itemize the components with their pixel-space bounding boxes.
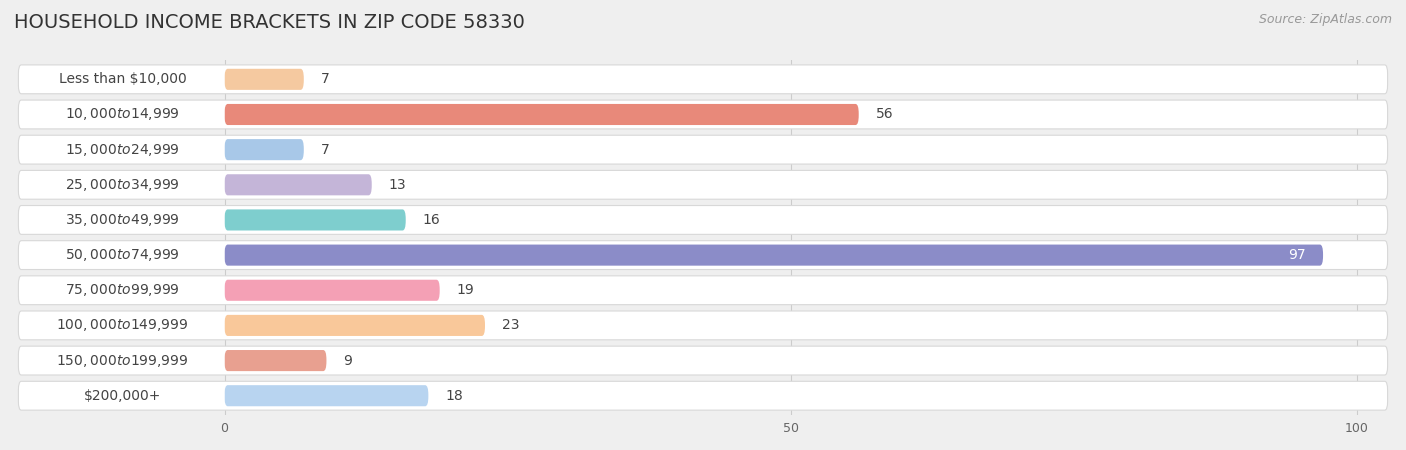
FancyBboxPatch shape: [21, 174, 225, 195]
FancyBboxPatch shape: [18, 241, 1388, 270]
Text: HOUSEHOLD INCOME BRACKETS IN ZIP CODE 58330: HOUSEHOLD INCOME BRACKETS IN ZIP CODE 58…: [14, 14, 524, 32]
Text: $50,000 to $74,999: $50,000 to $74,999: [65, 247, 180, 263]
Text: $35,000 to $49,999: $35,000 to $49,999: [65, 212, 180, 228]
Text: 9: 9: [343, 354, 353, 368]
FancyBboxPatch shape: [225, 69, 304, 90]
FancyBboxPatch shape: [225, 174, 371, 195]
FancyBboxPatch shape: [18, 381, 1388, 410]
Text: 7: 7: [321, 143, 329, 157]
FancyBboxPatch shape: [21, 315, 225, 336]
Text: 97: 97: [1288, 248, 1306, 262]
Text: 7: 7: [321, 72, 329, 86]
FancyBboxPatch shape: [21, 350, 225, 371]
FancyBboxPatch shape: [18, 100, 1388, 129]
Text: $15,000 to $24,999: $15,000 to $24,999: [65, 142, 180, 158]
Text: $10,000 to $14,999: $10,000 to $14,999: [65, 107, 180, 122]
FancyBboxPatch shape: [18, 311, 1388, 340]
FancyBboxPatch shape: [18, 346, 1388, 375]
Text: $150,000 to $199,999: $150,000 to $199,999: [56, 352, 188, 369]
FancyBboxPatch shape: [21, 104, 225, 125]
FancyBboxPatch shape: [225, 315, 485, 336]
Text: $100,000 to $149,999: $100,000 to $149,999: [56, 317, 188, 333]
Text: 16: 16: [423, 213, 440, 227]
FancyBboxPatch shape: [21, 209, 225, 230]
Text: 19: 19: [457, 283, 474, 297]
FancyBboxPatch shape: [225, 104, 859, 125]
Text: 56: 56: [876, 108, 893, 122]
FancyBboxPatch shape: [225, 385, 429, 406]
FancyBboxPatch shape: [21, 69, 225, 90]
FancyBboxPatch shape: [225, 280, 440, 301]
FancyBboxPatch shape: [18, 135, 1388, 164]
Text: 23: 23: [502, 319, 519, 333]
FancyBboxPatch shape: [21, 280, 225, 301]
FancyBboxPatch shape: [225, 350, 326, 371]
FancyBboxPatch shape: [21, 139, 225, 160]
Text: $75,000 to $99,999: $75,000 to $99,999: [65, 282, 180, 298]
FancyBboxPatch shape: [18, 65, 1388, 94]
FancyBboxPatch shape: [18, 171, 1388, 199]
Text: $200,000+: $200,000+: [84, 389, 162, 403]
Text: 18: 18: [446, 389, 463, 403]
FancyBboxPatch shape: [225, 139, 304, 160]
FancyBboxPatch shape: [21, 385, 225, 406]
FancyBboxPatch shape: [21, 244, 225, 266]
Text: 13: 13: [388, 178, 406, 192]
FancyBboxPatch shape: [225, 209, 406, 230]
FancyBboxPatch shape: [18, 276, 1388, 305]
Text: Source: ZipAtlas.com: Source: ZipAtlas.com: [1258, 14, 1392, 27]
FancyBboxPatch shape: [225, 244, 1323, 266]
Text: Less than $10,000: Less than $10,000: [59, 72, 187, 86]
Text: $25,000 to $34,999: $25,000 to $34,999: [65, 177, 180, 193]
FancyBboxPatch shape: [18, 206, 1388, 234]
